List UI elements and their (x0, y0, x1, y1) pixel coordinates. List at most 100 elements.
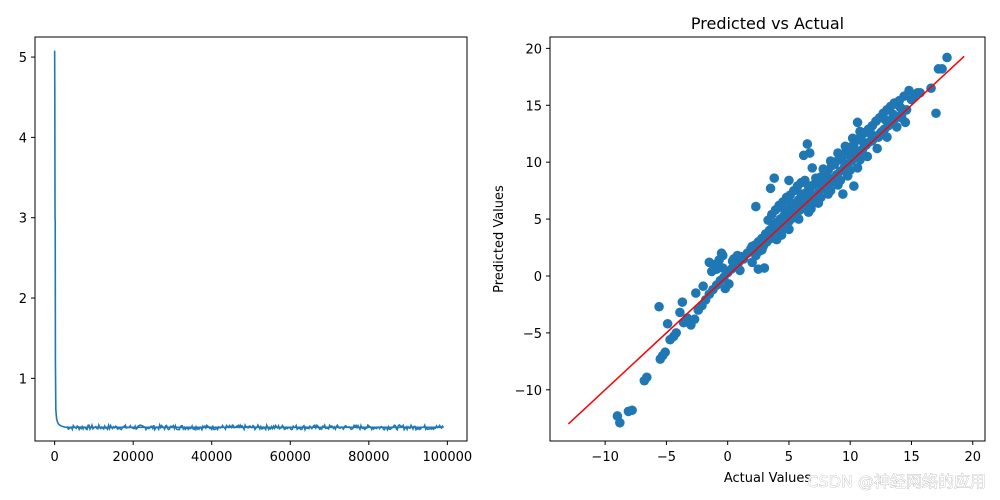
x-tick-label: 20000 (113, 450, 154, 465)
scatter-point (895, 102, 906, 113)
reference-line (567, 55, 965, 425)
x-tick-label: 0 (724, 450, 732, 465)
scatter-point (804, 148, 815, 158)
scatter-point (642, 372, 652, 383)
x-axis-title: Actual Values (724, 471, 812, 486)
scatter-point (900, 117, 911, 128)
scatter-point (818, 164, 829, 174)
loss-axis-ticks: 0 20000 40000 60000 80000 100000 1 2 3 4 5 (19, 51, 472, 465)
loss-line (53, 50, 444, 429)
scatter-point (891, 122, 902, 132)
y-tick-label: 0 (534, 270, 542, 285)
scatter-point (845, 165, 856, 175)
scatter-point (724, 279, 734, 289)
x-tick-label: 0 (50, 450, 58, 465)
scatter-point (716, 248, 727, 259)
scatter-point (858, 138, 869, 148)
y-tick-label: 4 (19, 131, 27, 146)
scatter-point (660, 347, 670, 358)
scatter-point (784, 175, 794, 186)
scatter-point (791, 201, 802, 212)
scatter-point (770, 219, 781, 230)
x-tick-label: 20 (964, 450, 981, 465)
x-tick-label: 100000 (423, 450, 473, 465)
scatter-point (851, 146, 862, 156)
scatter-point (855, 155, 865, 165)
y-tick-label: −10 (515, 384, 542, 399)
y-tick-label: 2 (19, 292, 27, 307)
loss-line-layer (53, 50, 445, 433)
y-tick-label: 10 (525, 156, 542, 171)
scatter-point (704, 257, 715, 268)
scatter-point (753, 264, 764, 274)
scatter-point (675, 307, 685, 318)
scatter-axis-ticks: −10 −5 0 5 10 15 20 −10 −5 0 5 10 15 20 (515, 42, 981, 465)
scatter-point (803, 181, 814, 191)
scatter-point (751, 201, 761, 212)
scatter-point (769, 173, 780, 183)
scatter-point (937, 64, 947, 74)
y-axis-title: Predicted Values (492, 185, 507, 293)
scatter-point (615, 417, 625, 428)
scatter-point (662, 318, 673, 329)
scatter-point (727, 256, 738, 266)
scatter-point (765, 183, 776, 194)
scatter-point (866, 128, 876, 139)
scatter-point (906, 94, 917, 105)
x-tick-label: −10 (591, 450, 618, 465)
scatter-point (852, 117, 863, 128)
y-tick-label: 5 (19, 51, 27, 66)
scatter-point (836, 155, 847, 165)
x-tick-label: 5 (785, 450, 793, 465)
y-tick-label: −5 (523, 327, 542, 342)
scatter-point (793, 214, 804, 224)
scatter-point (800, 192, 810, 203)
x-tick-label: 40000 (191, 450, 232, 465)
x-tick-label: 60000 (270, 450, 311, 465)
scatter-point (838, 189, 848, 199)
y-tick-label: 3 (19, 212, 27, 227)
y-tick-label: 20 (525, 42, 542, 57)
scatter-point (808, 198, 819, 208)
scatter-point (888, 109, 898, 120)
scatter-point (814, 177, 825, 188)
scatter-point (816, 192, 826, 203)
scatter-point (671, 328, 682, 338)
x-tick-label: 80000 (348, 450, 389, 465)
scatter-point (654, 301, 664, 312)
scatter-point (880, 115, 891, 125)
scatter-point (852, 163, 863, 173)
scatter-point (698, 281, 708, 292)
scatter-point (872, 143, 882, 154)
scatter-point (757, 245, 767, 255)
scatter-plot-frame (549, 36, 986, 442)
x-tick-label: 10 (842, 450, 859, 465)
scatter-point (691, 288, 701, 298)
scatter-point (735, 265, 745, 276)
scatter-point (689, 314, 700, 325)
x-tick-label: 15 (903, 450, 920, 465)
scatter-point (709, 264, 719, 274)
x-tick-label: −5 (657, 450, 676, 465)
scatter-point (855, 126, 865, 137)
scatter-point (942, 52, 952, 63)
scatter-point (822, 172, 832, 182)
scatter-point (807, 163, 818, 173)
scatter-point (829, 159, 840, 170)
y-tick-label: 1 (19, 372, 27, 387)
scatter-title: Predicted vs Actual (691, 14, 844, 33)
scatter-point (802, 139, 813, 149)
scatter-point (779, 204, 789, 214)
scatter-point (747, 241, 757, 252)
scatter-panel: Predicted vs Actual −10 −5 0 5 10 15 20 −10 −5 0 5… (492, 14, 986, 486)
scatter-point (782, 223, 793, 233)
scatter-point (677, 297, 688, 307)
scatter-point (862, 151, 873, 162)
watermark-text: CSDN @神经网络的应用 (807, 472, 986, 491)
scatter-point (844, 150, 854, 161)
scatter-point (847, 133, 858, 144)
scatter-point (931, 108, 941, 119)
scatter-point (915, 87, 925, 98)
scatter-point (717, 263, 728, 273)
